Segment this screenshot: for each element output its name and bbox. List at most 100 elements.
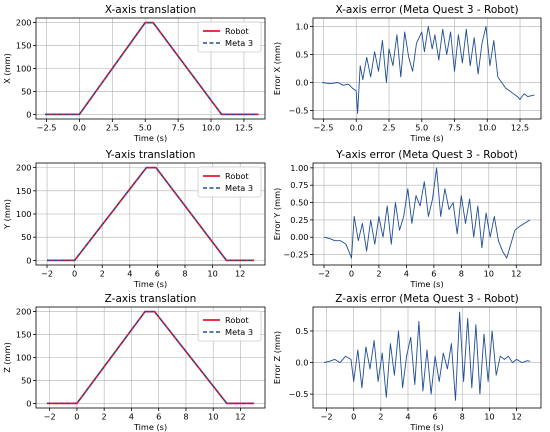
y-tick-label: 0.00 [290,232,308,242]
x-tick-label: 10.0 [202,123,220,133]
y-tick-label: 150 [16,330,32,340]
y-tick-label: 100 [16,353,32,363]
legend-label: Meta 3 [225,327,253,337]
x-axis-label: Time (s) [133,422,167,432]
x-tick-label: 0 [349,269,354,279]
x-tick-label: 12 [235,269,245,279]
x-tick-label: 12 [511,269,521,279]
x-tick-label: 10 [484,269,494,279]
y-axis-label: Error X (mm) [272,42,282,95]
x-tick-label: 6 [155,269,160,279]
x-tick-label: 0.0 [73,123,86,133]
x-tick-label: 8 [459,269,464,279]
legend: Robot Meta 3 [197,166,262,198]
chart-title: Y-axis error (Meta Quest 3 - Robot) [335,149,518,161]
chart-title: Z-axis error (Meta Quest 3 - Robot) [335,293,518,305]
y-tick-label: 0.75 [290,180,308,190]
chart-title: X-axis error (Meta Quest 3 - Robot) [335,4,518,16]
y-tick-label: 150 [16,186,32,196]
legend-label: Robot [225,315,250,325]
x-tick-label: −2 [318,269,330,279]
x-translation-chart: X-axis translation −2.5 0.0 2.5 5.0 7.5 10.0 12… [2,4,266,143]
y-tick-label: 0.0 [295,78,308,88]
z-error-chart: Z-axis error (Meta Quest 3 - Robot) −2 0 2 4… [272,293,542,432]
x-tick-label: 4 [127,269,132,279]
y-tick-label: 50 [21,232,31,242]
x-tick-label: 2 [376,269,381,279]
x-tick-label: 6 [433,412,438,422]
y-tick-label: 150 [16,41,32,51]
legend-label: Meta 3 [225,38,253,48]
y-axis-label: Z (mm) [2,342,12,373]
legend-label: Robot [225,26,250,36]
legend-box [197,310,262,342]
x-tick-label: 10 [484,412,494,422]
meta-3-series-line [46,310,255,405]
x-tick-label: 10 [208,412,218,422]
y-tick-label: 50 [21,375,31,385]
x-tick-label: 7.5 [172,123,185,133]
y-error-chart: Y-axis error (Meta Quest 3 - Robot) −2 0 2 4… [272,149,542,289]
y-tick-label: 200 [16,18,32,28]
x-tick-label: 4 [405,412,410,422]
x-tick-label: 12.5 [235,123,253,133]
x-axis-label: Time (s) [409,279,443,289]
x-tick-label: −2 [44,412,56,422]
x-axis-label: Time (s) [133,133,167,143]
y-tick-label: −0.5 [289,389,309,399]
x-axis-label: Time (s) [133,279,167,289]
legend-label: Robot [225,171,250,181]
x-tick-label: 2 [378,412,383,422]
y-axis-label: Y (mm) [2,199,12,230]
z-translation-chart: Z-axis translation −2 0 2 4 6 8 10 12 0 50 100 150 20… [2,293,266,432]
y-tick-label: 0.5 [295,49,308,59]
y-tick-label: 0.0 [295,358,308,368]
x-tick-label: 10.0 [478,123,496,133]
legend-box [197,166,262,198]
y-tick-label: 0 [26,109,31,119]
y-tick-label: −0.5 [289,106,309,116]
y-tick-label: 0.50 [290,198,308,208]
y-tick-label: 1.0 [295,21,308,31]
x-tick-label: 12.5 [511,123,529,133]
error-series-line [322,25,535,114]
y-axis-label: Error Z (mm) [272,331,282,384]
y-tick-label: 0 [26,398,31,408]
x-tick-label: 6 [431,269,436,279]
x-tick-label: 2 [100,269,105,279]
error-series-line [323,167,531,259]
x-tick-label: 0 [72,269,77,279]
x-axis-label: Time (s) [409,422,443,432]
x-tick-label: 5.0 [415,123,428,133]
x-tick-label: 8 [182,269,187,279]
legend: Robot Meta 3 [197,310,262,342]
x-tick-label: 2 [102,412,107,422]
y-tick-label: −0.25 [283,250,308,260]
legend-label: Meta 3 [225,183,253,193]
x-tick-label: 12 [511,412,521,422]
legend-box [197,21,262,53]
x-tick-label: 5.0 [139,123,152,133]
y-axis-label: X (mm) [2,53,12,84]
y-tick-label: 0.5 [295,326,308,336]
y-tick-label: 0.25 [290,215,308,225]
x-tick-label: 0 [351,412,356,422]
x-tick-label: 2.5 [382,123,395,133]
x-tick-label: 6 [156,412,161,422]
y-tick-label: 50 [21,86,31,96]
error-series-line [323,311,531,401]
x-tick-label: 12 [235,412,245,422]
x-tick-label: 10 [207,269,217,279]
y-tick-label: 0 [26,255,31,265]
x-tick-label: 7.5 [448,123,461,133]
x-tick-label: 4 [404,269,409,279]
x-axis-label: Time (s) [409,133,443,143]
x-error-chart: X-axis error (Meta Quest 3 - Robot) −2.5 0… [272,4,542,143]
y-tick-label: 1.00 [290,163,308,173]
y-tick-label: 200 [16,307,32,317]
x-tick-label: 2.5 [106,123,119,133]
x-tick-label: 4 [129,412,134,422]
axes-frame [312,17,542,120]
chart-title: Y-axis translation [105,149,196,161]
x-tick-label: 0.0 [350,123,363,133]
